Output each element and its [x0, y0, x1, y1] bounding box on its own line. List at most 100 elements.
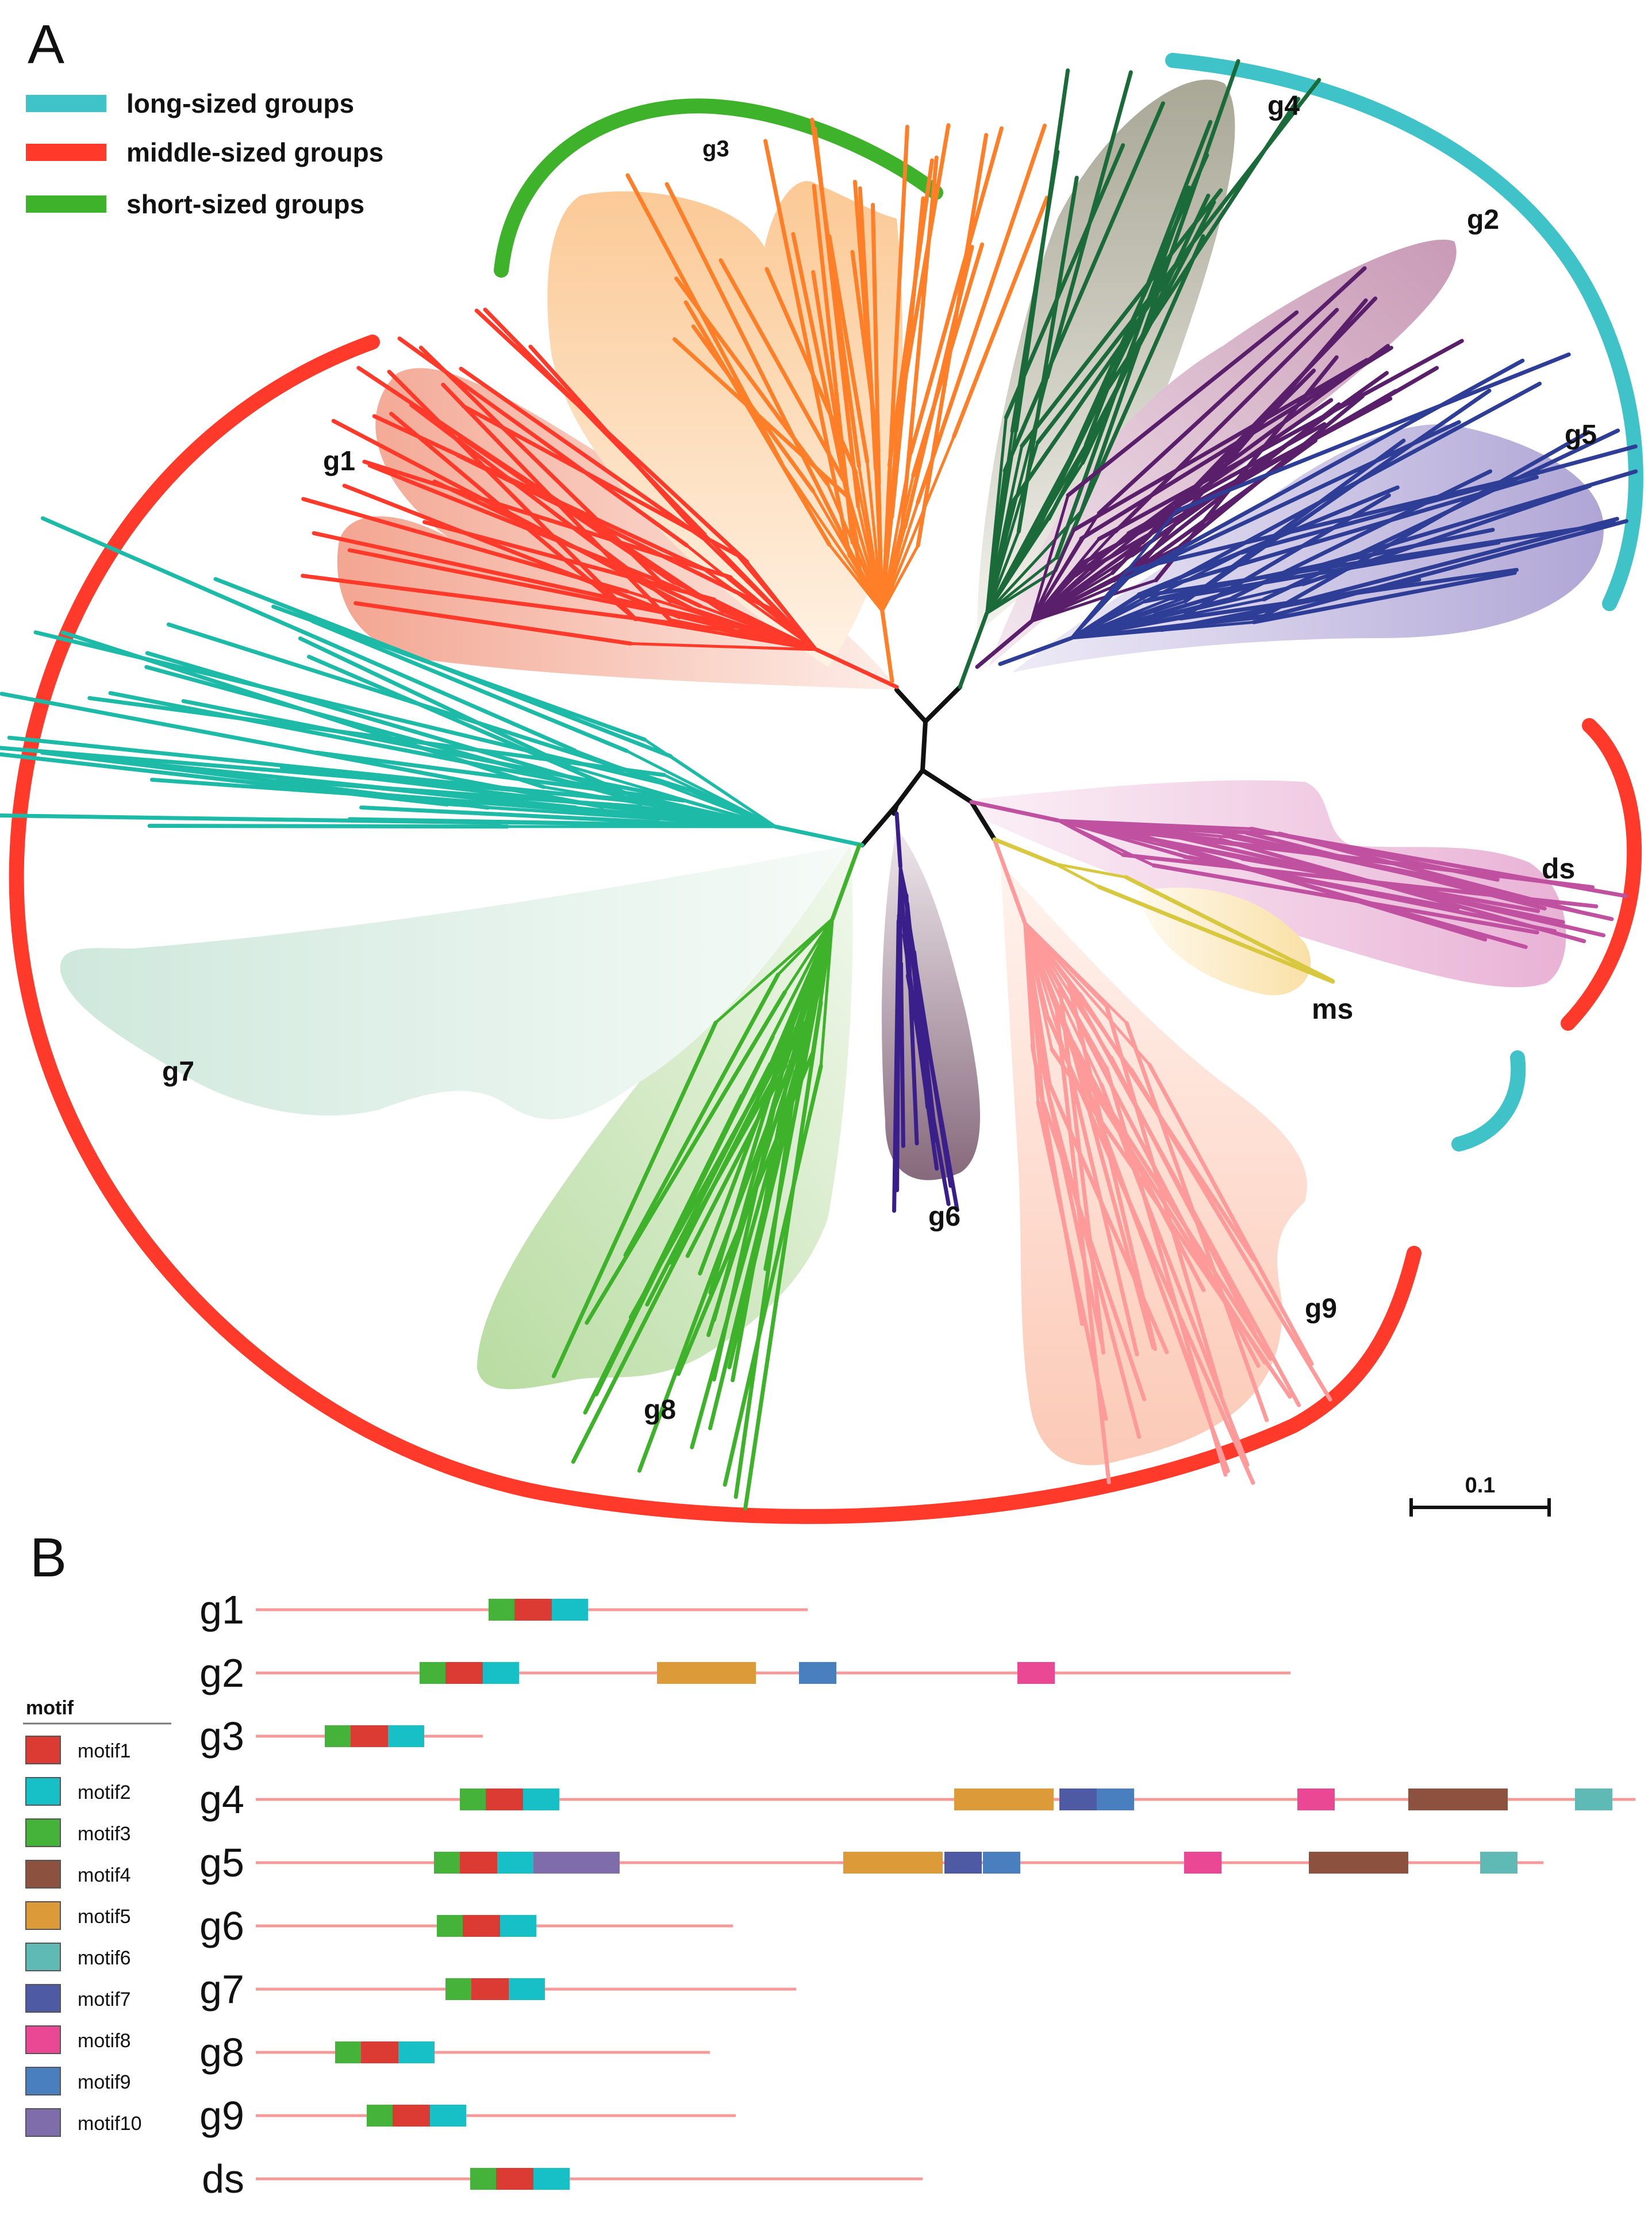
- clade-ms-shape: [1138, 888, 1311, 996]
- motif-block-motif3: [325, 1725, 351, 1747]
- branch-inner-g5: [1070, 577, 1181, 640]
- branch-leaf-g7: [40, 750, 490, 810]
- motif-block-motif1: [445, 1662, 483, 1684]
- branch-inner-g7: [659, 807, 777, 828]
- branch-inner-g3: [828, 543, 884, 613]
- branch-inner-g3: [881, 516, 894, 613]
- branch-leaf-g9: [1067, 1067, 1139, 1357]
- motif-block-motif4: [1309, 1852, 1408, 1874]
- label-g4: g4: [1267, 91, 1300, 121]
- branch-trunk-g5: [998, 636, 1074, 666]
- branch-inner-g3: [877, 481, 884, 613]
- label-g8: g8: [644, 1395, 676, 1425]
- motif-block-motif2: [398, 2041, 435, 2063]
- branch-leaf-g4: [1035, 78, 1321, 445]
- branch-inner-g3: [881, 451, 913, 613]
- row-label-g8: g8: [199, 2030, 244, 2075]
- motif-block-motif2: [509, 1978, 545, 2000]
- branches-g2: [975, 266, 1464, 669]
- branch-inner-g2: [1029, 528, 1076, 623]
- motif-block-motif2: [500, 1915, 536, 1937]
- motif-legend-swatch-motif1: [25, 1736, 61, 1764]
- branch-trunk-ds: [969, 800, 1061, 823]
- branch-leaf-g3: [813, 126, 860, 509]
- branch-inner-g9: [1023, 921, 1034, 1047]
- branch-leaf-g4: [1054, 185, 1191, 560]
- motif-block-motif1: [393, 2105, 430, 2127]
- branch-trunk-g3: [880, 609, 894, 684]
- branch-inner-g9: [1023, 921, 1051, 1099]
- branch-leaf-g7: [275, 778, 643, 809]
- branch-leaf-g8: [571, 1066, 775, 1464]
- branch-leaf-g2: [1079, 346, 1393, 541]
- branch-inner-g9: [1023, 921, 1151, 1066]
- branch-inner-g2: [1029, 494, 1070, 623]
- branch-leaf-g5: [1177, 381, 1542, 581]
- branch-leaf-g6: [905, 973, 951, 1206]
- branch-leaf-g1: [432, 479, 702, 608]
- branch-inner-g4: [985, 556, 1058, 615]
- branch-inner-g7: [573, 749, 777, 828]
- motif-block-motif9: [799, 1662, 836, 1684]
- branch-leaf-g1: [372, 414, 705, 571]
- branch-leaf-g3: [902, 244, 974, 529]
- branch-leaf-ms: [1124, 875, 1335, 983]
- branch-leaf-g4: [1020, 188, 1223, 448]
- row-label-g2: g2: [199, 1651, 244, 1695]
- branch-inner-g8: [819, 917, 834, 1004]
- branch-leaf-g1: [461, 404, 739, 557]
- branch-leaf-g6: [898, 961, 905, 1148]
- arc-long-g4-g2-g5: [1165, 53, 1643, 611]
- branch-leaf-ds: [1218, 837, 1586, 943]
- motif-block-motif6: [1480, 1852, 1517, 1874]
- motif-block-motif1: [471, 1978, 509, 2000]
- branch-leaf-g3: [909, 126, 1004, 455]
- motif-block-motif9: [1097, 1789, 1134, 1810]
- branch-leaf-g8: [645, 1062, 773, 1307]
- legend-label-long: long-sized groups: [126, 89, 354, 118]
- branch-leaf-g4: [1053, 234, 1205, 573]
- group-labels: g1 g2 g3 g4 g5 g6 g7 g8 g9 ds ms: [162, 91, 1597, 1425]
- branch-leaf-g3: [683, 300, 832, 547]
- branch-leaf-g9: [1077, 992, 1256, 1261]
- branch-leaf-g4: [1004, 143, 1125, 420]
- branch-leaf-ds: [1178, 835, 1582, 888]
- branch-inner-g8: [819, 917, 834, 1068]
- motif-row-ds: ds: [202, 2156, 923, 2201]
- branch-leaf-g9: [1099, 1082, 1250, 1467]
- branch-leaf-g5: [1262, 428, 1620, 602]
- motif-row-g8: g8: [199, 2030, 710, 2075]
- branch-leaf-g6: [917, 993, 959, 1212]
- branch-leaf-g8: [743, 1000, 823, 1511]
- arc-short-g3: [494, 98, 943, 278]
- branch-inner-g8: [804, 917, 834, 1024]
- branch-inner-g2: [1029, 537, 1083, 623]
- motif-block-motif3: [445, 1978, 471, 2000]
- scale-bar-label: 0.1: [1465, 1473, 1496, 1498]
- branch-leaf-g8: [551, 1020, 718, 1379]
- motif-legend-swatch-motif10: [25, 2108, 61, 2137]
- branch-inner-g3: [846, 543, 884, 613]
- branch-leaf-g8: [731, 1059, 793, 1383]
- arc-long-ms: [1451, 1050, 1526, 1152]
- tree-backbone: [860, 685, 997, 847]
- branch-leaf-g7: [33, 630, 686, 790]
- motif-legend-swatch-motif4: [25, 1860, 61, 1889]
- branch-inner-g9: [1023, 921, 1050, 1019]
- row-label-g3: g3: [199, 1714, 244, 1759]
- branch-leaf-g1: [528, 344, 705, 540]
- motif-legend-swatch-motif5: [25, 1901, 61, 1930]
- branch-leaf-g2: [1072, 358, 1369, 532]
- panel-b: B motif motif1motif2motif3motif4motif5mo…: [23, 1527, 1635, 2226]
- motif-block-motif2: [552, 1599, 588, 1621]
- motif-block-motif2: [523, 1789, 559, 1810]
- branch-leaf-g1: [458, 435, 677, 585]
- motif-block-motif6: [1575, 1789, 1612, 1810]
- branch-leaf-ms: [1096, 884, 1335, 984]
- motif-block-motif8: [1184, 1852, 1221, 1874]
- branch-leaf-g5: [1174, 352, 1571, 513]
- motif-legend-label-motif10: motif10: [78, 2113, 142, 2135]
- branch-leaf-g8: [727, 982, 823, 1369]
- motif-block-motif5: [657, 1662, 756, 1684]
- branch-leaf-g9: [1147, 1062, 1314, 1366]
